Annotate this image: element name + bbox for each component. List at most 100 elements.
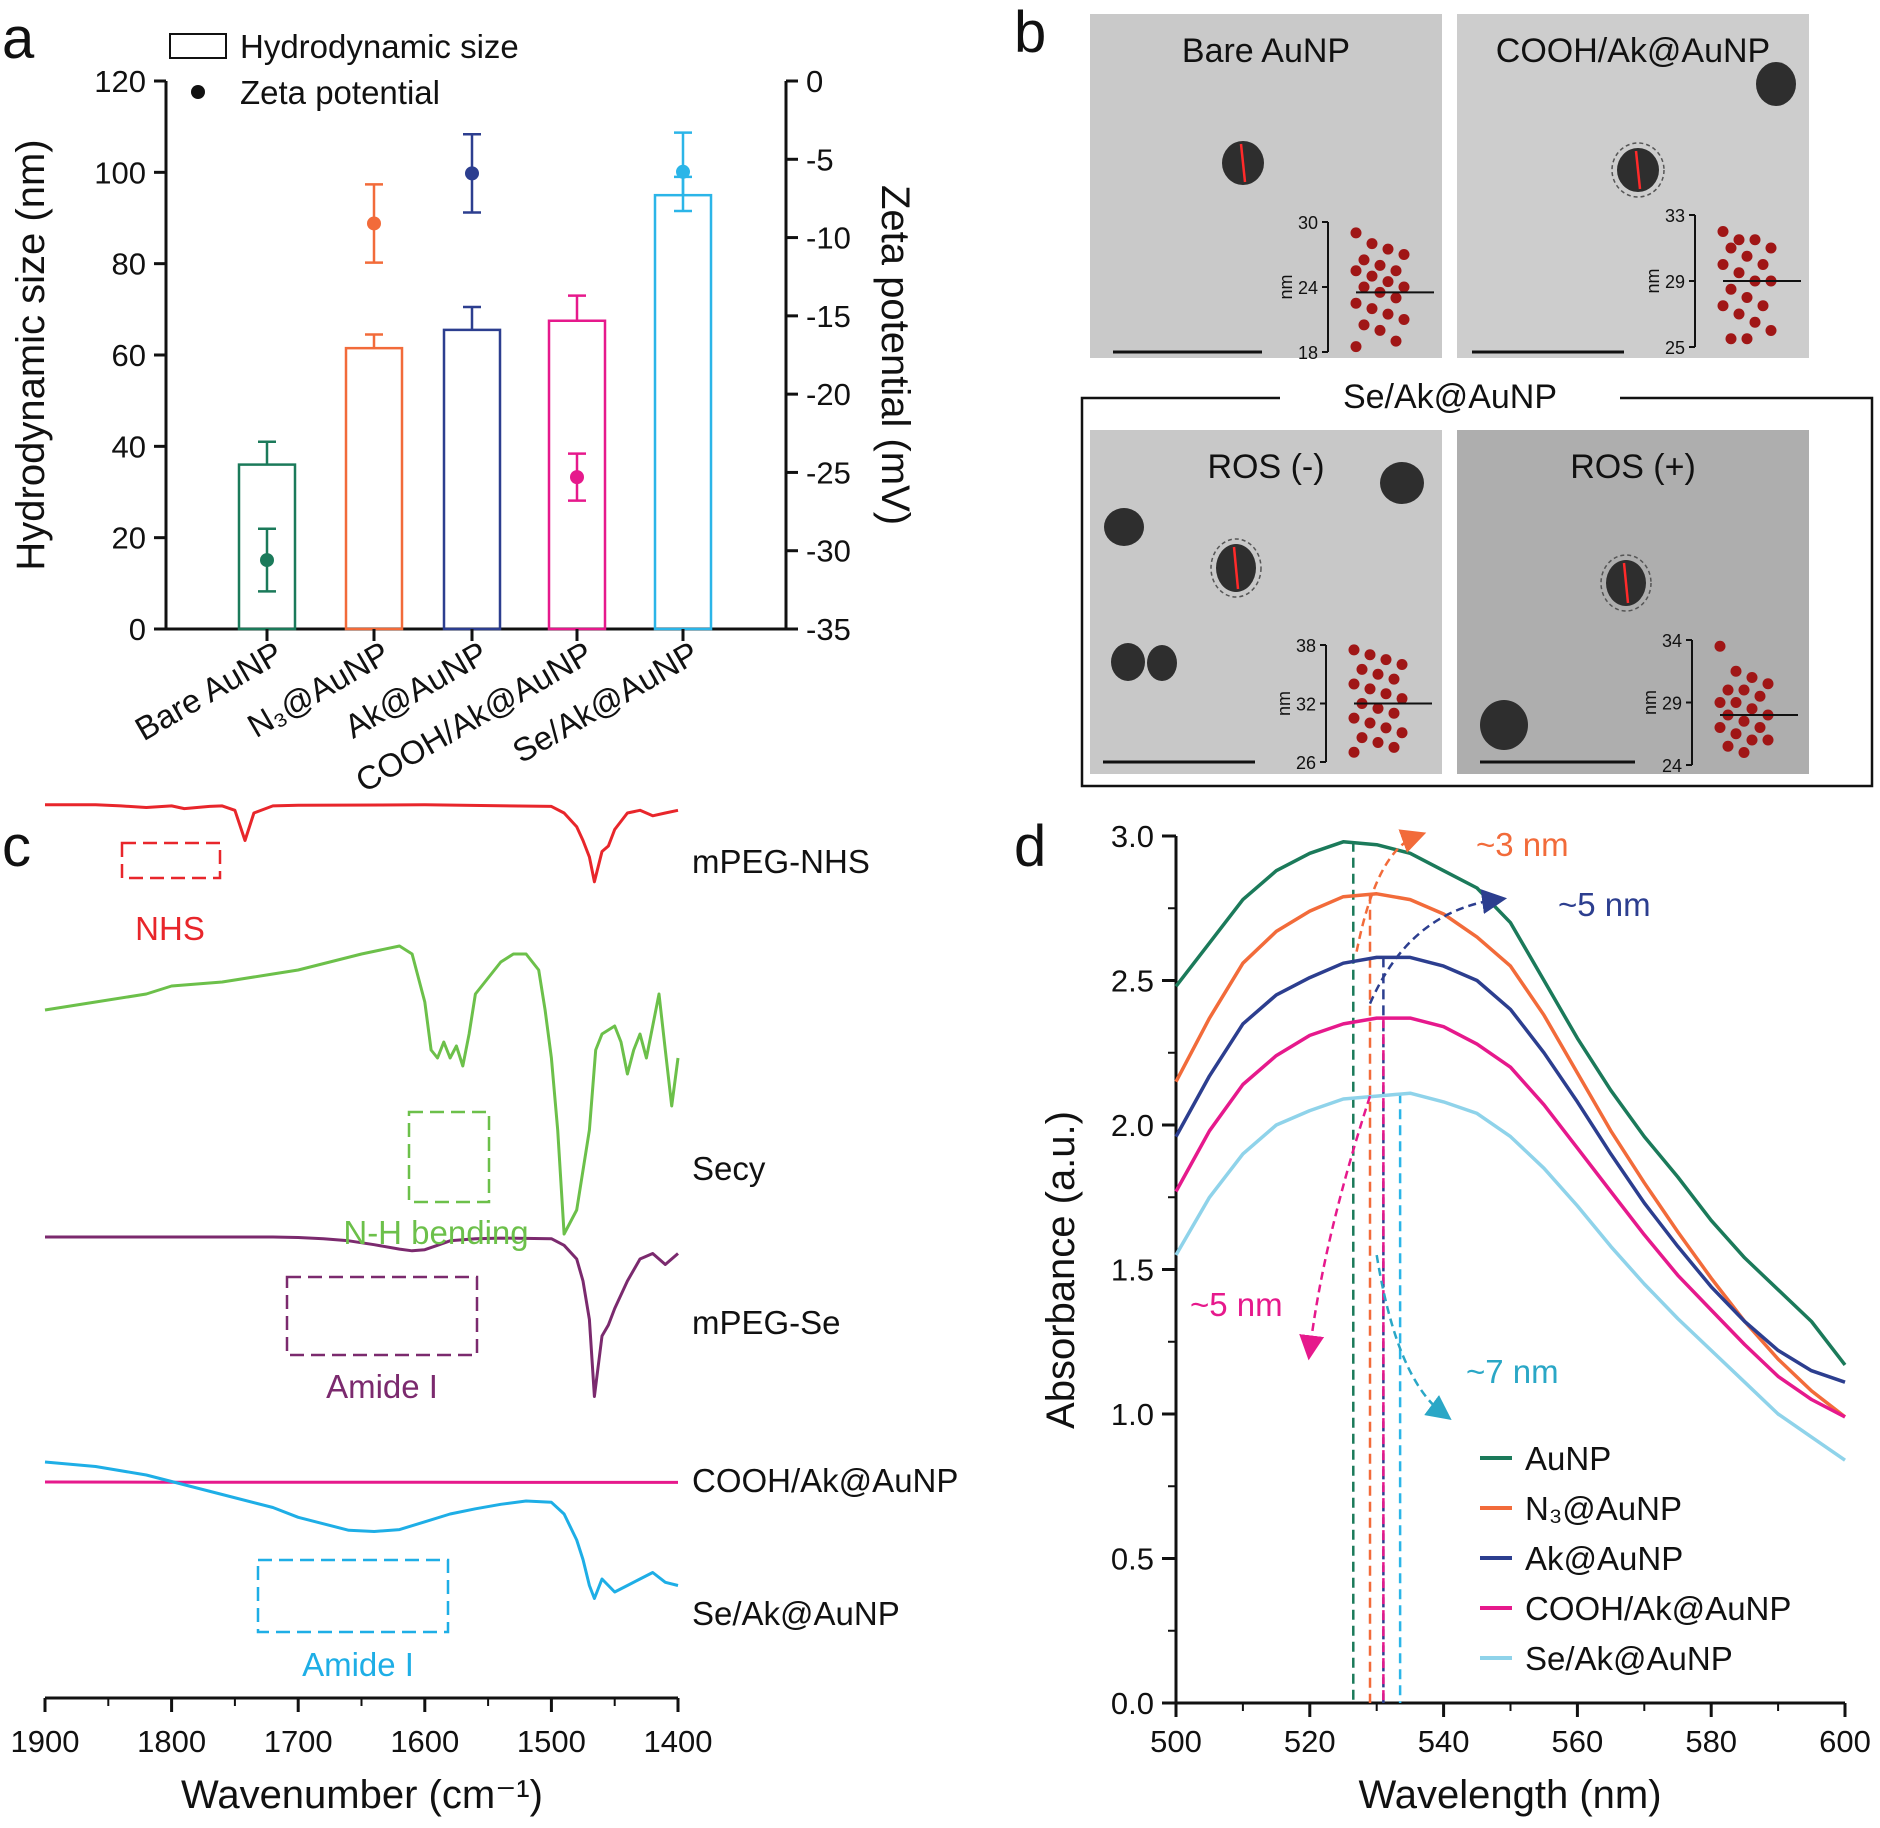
ir-spectrum-line — [44, 1460, 679, 1600]
size-point — [1382, 243, 1394, 255]
shift-arrow-se — [1375, 1254, 1452, 1420]
size-point — [1380, 688, 1392, 700]
size-point — [1382, 308, 1394, 320]
size-point — [1717, 300, 1729, 312]
coating-outline — [1210, 538, 1262, 598]
size-point — [1388, 673, 1400, 685]
legend-label: N₃@AuNP — [1525, 1490, 1682, 1527]
a-left-tick-label: 120 — [94, 64, 146, 99]
legend-label: COOH/Ak@AuNP — [1525, 1590, 1791, 1627]
size-point — [1356, 663, 1368, 675]
c-x-tick-label: 1400 — [644, 1724, 713, 1759]
inset-tick-label: 26 — [1296, 753, 1316, 773]
size-point — [1754, 722, 1766, 733]
a-left-tick-label: 20 — [112, 521, 146, 556]
size-point — [1733, 234, 1745, 246]
shift-arrow-n3 — [1355, 829, 1427, 952]
size-point — [1366, 270, 1378, 282]
size-point — [1396, 693, 1408, 705]
panel-c: c 1900 1800 1700 1600 1500 1400 Wavenumber (c… — [2, 803, 958, 1817]
coating-outline — [1600, 554, 1652, 612]
d-x-tick-label: 500 — [1150, 1724, 1202, 1759]
legend-label: Ak@AuNP — [1525, 1540, 1683, 1577]
coating-outline — [1611, 142, 1665, 198]
size-point — [1754, 690, 1766, 702]
size-point — [1348, 678, 1360, 690]
panel-d-letter: d — [1014, 814, 1046, 879]
inset-unit: nm — [1643, 268, 1663, 293]
c-x-title: Wavenumber (cm⁻¹) — [181, 1773, 543, 1817]
shift-arrow-cooh — [1299, 1095, 1372, 1361]
amide-box-2 — [256, 1558, 450, 1634]
diameter-marker — [1232, 546, 1240, 590]
a-right-tick-label: -5 — [806, 142, 834, 177]
size-point — [1746, 672, 1758, 683]
amide-annotation-2: Amide I — [302, 1646, 414, 1683]
size-point — [1356, 732, 1368, 744]
tem-title: ROS (-) — [1207, 448, 1324, 486]
a-right-tick-label: -20 — [806, 377, 851, 412]
size-point — [1374, 324, 1386, 336]
size-point — [1714, 722, 1726, 733]
c-x-tick-label: 1800 — [137, 1724, 206, 1759]
size-point — [1396, 727, 1408, 739]
size-point — [1714, 640, 1726, 652]
inset-tick-label: 33 — [1665, 206, 1685, 226]
shift-label-cooh: ~5 nm — [1190, 1286, 1283, 1323]
a-left-ticks: 0 20 40 60 80 100 120 — [94, 64, 166, 647]
c-x-tick-label: 1600 — [390, 1724, 459, 1759]
size-point — [1714, 697, 1726, 708]
panel-b-letter: b — [1014, 0, 1046, 65]
size-point — [1348, 746, 1360, 758]
size-point — [1350, 265, 1362, 277]
legend-label: AuNP — [1525, 1440, 1611, 1477]
c-x-tick-label: 1500 — [517, 1724, 586, 1759]
size-point — [1733, 267, 1745, 279]
inset-tick-label: 18 — [1298, 343, 1318, 363]
inset-tick-label: 38 — [1296, 636, 1316, 656]
size-point — [1390, 292, 1402, 304]
panel-a-letter: a — [2, 6, 35, 71]
d-y-tick-label: 0.0 — [1111, 1686, 1154, 1721]
nanoparticle — [1147, 645, 1177, 681]
panel-b: b Se/Ak@AuNP Bare AuNP 30 24 18 nm COOH/Ak@Au… — [1014, 0, 1874, 788]
nanoparticle — [1756, 62, 1796, 106]
d-x-tick-label: 600 — [1819, 1724, 1871, 1759]
spectrum-name: Secy — [692, 1150, 766, 1187]
size-point — [1725, 283, 1737, 295]
size-point — [1398, 314, 1410, 325]
inset-tick-label: 25 — [1665, 338, 1685, 358]
a-left-tick-label: 40 — [112, 429, 146, 464]
spectrum-name: COOH/Ak@AuNP — [692, 1462, 958, 1499]
size-point — [1738, 747, 1750, 758]
size-point — [1366, 303, 1378, 315]
inset-unit: nm — [1276, 274, 1296, 299]
nh-bending-box — [407, 1110, 491, 1204]
panel-d: d 500 520 540 560 580 600 0.0 0.5 1.0 1.5 2.0 2.5 3.… — [1014, 814, 1871, 1817]
zeta-dot — [260, 553, 274, 568]
d-legend: AuNP N₃@AuNP Ak@AuNP COOH/Ak@AuNP Se/Ak@AuNP — [1480, 1440, 1791, 1677]
d-shift-arrows: ~3 nm ~5 nm ~5 nm ~7 nm — [1190, 826, 1651, 1420]
inset-tick-label: 29 — [1665, 272, 1685, 292]
d-y-tick-label: 1.0 — [1111, 1397, 1154, 1432]
size-point — [1733, 308, 1745, 320]
tem-panels: Bare AuNP 30 24 18 nm COOH/Ak@AuNP 33 29 25 nm ROS… — [1090, 14, 1809, 776]
d-y-tick-label: 1.5 — [1111, 1253, 1154, 1288]
a-left-tick-label: 80 — [112, 247, 146, 282]
a-right-tick-label: -10 — [806, 221, 851, 256]
d-y-tick-label: 2.5 — [1111, 964, 1154, 999]
size-point — [1390, 265, 1402, 277]
size-point — [1717, 226, 1729, 237]
size-point — [1350, 227, 1362, 239]
d-spectra — [1174, 840, 1847, 1462]
size-point — [1350, 297, 1362, 309]
tem-title: Bare AuNP — [1182, 32, 1350, 70]
spectrum-name: mPEG-NHS — [692, 843, 870, 880]
nanoparticle — [1380, 462, 1424, 504]
c-x-tick-label: 1700 — [264, 1724, 333, 1759]
a-marks — [237, 131, 713, 641]
size-point — [1741, 292, 1753, 303]
c-spectra-names: mPEG-NHS Secy mPEG-Se COOH/Ak@AuNP Se/Ak@AuN… — [692, 843, 958, 1632]
d-x-tick-label: 540 — [1418, 1724, 1470, 1759]
